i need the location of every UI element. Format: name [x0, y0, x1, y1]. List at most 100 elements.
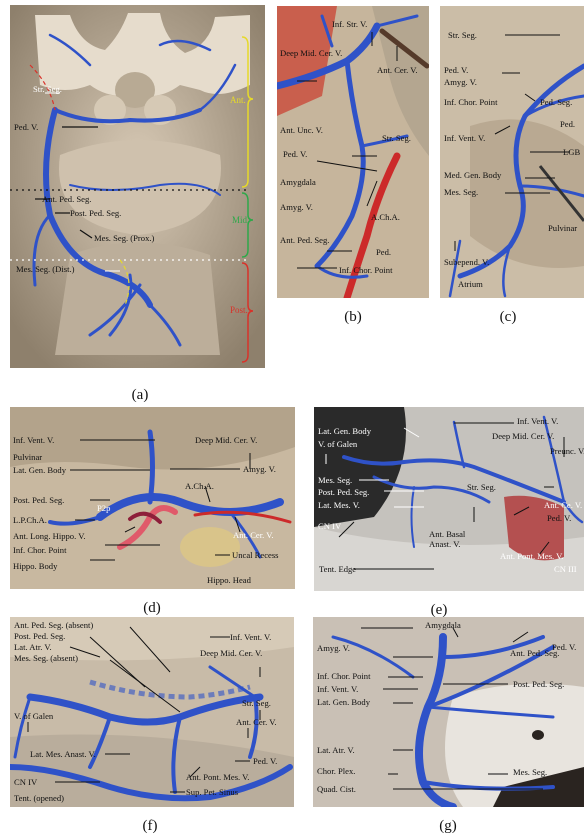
- caption-g: (g): [439, 818, 457, 834]
- label-ant-cer-v: Ant. Cer. V.: [377, 65, 418, 75]
- label-ant-ped-seg: Ant. Ped. Seg.: [280, 235, 330, 245]
- label-mes-seg-absent: Mes. Seg. (absent): [14, 653, 78, 663]
- label-tent-opened: Tent. (opened): [14, 793, 64, 803]
- caption-e: (e): [430, 602, 448, 618]
- label-str-seg: Str. Seg.: [33, 84, 62, 94]
- label-cn-iii: CN III: [554, 564, 577, 574]
- label-post-ped-seg: Post. Ped. Seg.: [70, 208, 122, 218]
- label-amyg-v: Amyg. V.: [444, 77, 477, 87]
- caption-c: (c): [499, 309, 517, 325]
- label-inf-chor-point: Inf. Chor. Point: [444, 97, 498, 107]
- label-post-ped-seg: Post. Ped. Seg.: [318, 487, 370, 497]
- label-ped: Ped.: [376, 247, 392, 257]
- label-deep-mid-cer-v: Deep Mid. Cer. V.: [492, 431, 555, 441]
- label-ped: Ped.: [560, 119, 576, 129]
- label-deep-mid-cer-v: Deep Mid. Cer. V.: [200, 648, 263, 658]
- label-ped-v: Ped. V.: [283, 149, 308, 159]
- label-str-seg: Str. Seg.: [467, 482, 496, 492]
- label-v-galen: V. of Galen: [318, 439, 358, 449]
- label-deep-mid-cer-v: Deep Mid. Cer. V.: [195, 435, 258, 445]
- caption-f: (f): [142, 818, 158, 834]
- panel-e-image: [314, 407, 584, 591]
- label-post-ped-seg: Post. Ped. Seg.: [513, 679, 565, 689]
- panel-c-photo: Str. Seg. Ped. V. Amyg. V. Inf. Chor. Po…: [440, 6, 584, 298]
- label-ant-basal-anast-v: Ant. Basal Anast. V.: [429, 529, 466, 550]
- label-ant-pont-mes-v: Ant. Pont. Mes. V.: [500, 551, 564, 561]
- panel-g-image: [313, 617, 584, 807]
- label-amyg-v: Amyg. V.: [280, 202, 313, 212]
- panel-g-photo: Amygdala Amyg. V. Ped. V. Ant. Ped. Seg.…: [313, 617, 584, 807]
- label-lpcha: L.P.Ch.A.: [13, 515, 47, 525]
- label-ped-v: Ped. V.: [444, 65, 469, 75]
- label-lat-gen-body: Lat. Gen. Body: [317, 697, 370, 707]
- label-atrium: Atrium: [458, 279, 483, 289]
- label-post: Post.: [230, 305, 248, 315]
- label-tent-edge: Tent. Edge: [319, 564, 357, 574]
- caption-a: (a): [131, 387, 149, 403]
- label-acha: A.Ch.A.: [371, 212, 400, 222]
- panel-b-image: [277, 6, 429, 298]
- label-ped-seg: Ped. Seg.: [540, 97, 573, 107]
- label-ant-unc-v: Ant. Unc. V.: [280, 125, 323, 135]
- label-lat-atr-v: Lat. Atr. V.: [317, 745, 355, 755]
- label-lat-atr-v: Lat. Atr. V.: [14, 642, 52, 652]
- label-lat-gen-body: Lat. Gen. Body: [13, 465, 66, 475]
- label-inf-chor-point: Inf. Chor. Point: [13, 545, 67, 555]
- panel-f-image: [10, 617, 294, 807]
- label-ant-long-hippo-v: Ant. Long. Hippo. V.: [13, 531, 86, 541]
- label-inf-chor-point: Inf. Chor. Point: [317, 671, 371, 681]
- label-mid: Mid.: [232, 215, 250, 225]
- label-lgb: LGB: [563, 147, 581, 157]
- label-lat-gen-body: Lat. Gen. Body: [318, 426, 371, 436]
- label-deep-mid-cer-v: Deep Mid. Cer. V.: [280, 48, 343, 58]
- label-ant-cer-v: Ant. Cer. V.: [236, 717, 277, 727]
- label-inf-vent-v: Inf. Vent. V.: [13, 435, 55, 445]
- label-mes-seg-dist: Mes. Seg. (Dist.): [16, 264, 75, 274]
- label-ant-ce-v: Ant. Ce. V.: [544, 500, 583, 510]
- label-ant-ped-seg-absent: Ant. Ped. Seg. (absent): [14, 620, 94, 630]
- label-ant-cer-v: Ant. Cer. V.: [233, 530, 274, 540]
- label-uncal-recess: Uncal Recess: [232, 550, 279, 560]
- panel-f-photo: Ant. Ped. Seg. (absent) Post. Ped. Seg. …: [10, 617, 294, 807]
- label-mes-seg-prox: Mes. Seg. (Prox.): [94, 233, 155, 243]
- label-hippo-body: Hippo. Body: [13, 561, 58, 571]
- label-inf-vent-v: Inf. Vent. V.: [517, 416, 559, 426]
- label-mes-seg: Mes. Seg.: [318, 475, 353, 485]
- label-mes-seg: Mes. Seg.: [444, 187, 479, 197]
- label-pulvinar: Pulvinar: [548, 223, 578, 233]
- label-chor-plex: Chor. Plex.: [317, 766, 356, 776]
- panel-c-image: [440, 6, 584, 298]
- panel-b-photo: Inf. Str. V. Deep Mid. Cer. V. Ant. Cer.…: [277, 6, 429, 298]
- label-ped-v: Ped. V.: [253, 756, 278, 766]
- label-hippo-head: Hippo. Head: [207, 575, 251, 585]
- label-amygdala: Amygdala: [280, 177, 316, 187]
- panel-a-image: [10, 5, 265, 368]
- label-amyg-v: Amyg. V.: [243, 464, 276, 474]
- panel-d-photo: Inf. Vent. V. Pulvinar Lat. Gen. Body Po…: [10, 407, 295, 589]
- label-lat-mes-v: Lat. Mes. V.: [318, 500, 360, 510]
- label-ant-ped-seg: Ant. Ped. Seg.: [42, 194, 92, 204]
- label-post-ped-seg: Post. Ped. Seg.: [14, 631, 66, 641]
- label-ant-pont-mes-v: Ant. Pont. Mes. V.: [186, 772, 250, 782]
- label-cn-iv: CN IV: [318, 521, 342, 531]
- label-amyg-v: Amyg. V.: [317, 643, 350, 653]
- label-ped-v: Ped. V.: [552, 642, 577, 652]
- label-amygdala: Amygdala: [425, 620, 461, 630]
- label-pulvinar: Pulvinar: [13, 452, 43, 462]
- label-sup-pet-sinus: Sup. Pet. Sinus: [186, 787, 239, 797]
- label-preunc-v: Preunc. V.: [550, 446, 584, 456]
- label-str-seg: Str. Seg.: [242, 698, 271, 708]
- label-ant-ped-seg: Ant. Ped. Seg.: [510, 648, 560, 658]
- panel-d-image: [10, 407, 295, 589]
- label-inf-chor-point: Inf. Chor. Point: [339, 265, 393, 275]
- label-p2p: P2p: [97, 503, 111, 513]
- label-lat-mes-anast-v: Lat. Mes. Anast. V.: [30, 749, 96, 759]
- caption-d: (d): [143, 600, 161, 616]
- label-acha: A.Ch.A.: [185, 481, 214, 491]
- label-ped-v: Ped. V.: [547, 513, 572, 523]
- caption-b: (b): [344, 309, 362, 325]
- label-inf-str-v: Inf. Str. V.: [332, 19, 368, 29]
- label-post-ped-seg: Post. Ped. Seg.: [13, 495, 65, 505]
- label-subepend-v: Subepend. V.: [444, 257, 490, 267]
- label-cn-iv: CN IV: [14, 777, 38, 787]
